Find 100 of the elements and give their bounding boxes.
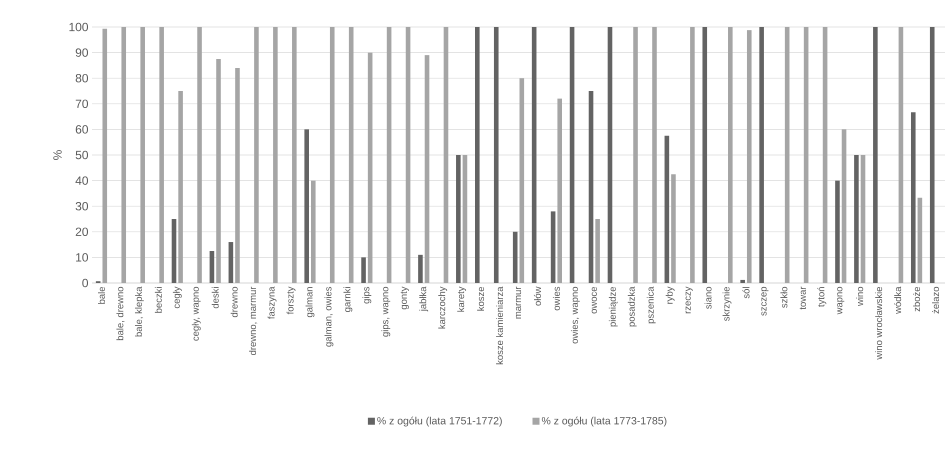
bar: [361, 257, 366, 283]
y-tick-label: 50: [76, 150, 88, 160]
bar: [254, 26, 259, 283]
bar: [159, 26, 164, 283]
bar: [671, 174, 676, 283]
x-tick-label: karczochy: [438, 286, 448, 328]
x-tick-label: galman: [306, 287, 314, 318]
bar: [930, 26, 935, 283]
bar: [557, 98, 562, 283]
bar: [822, 26, 828, 283]
y-axis-title: %: [53, 150, 62, 160]
bar: [860, 154, 866, 283]
bar: [140, 26, 145, 283]
x-tick-label: szczep: [761, 286, 768, 316]
y-tick-label: 70: [76, 100, 88, 108]
bar: [835, 180, 840, 283]
bar: [330, 26, 335, 283]
x-tick-label: pieniądze: [608, 286, 618, 326]
x-tick-label: towar: [800, 286, 806, 310]
bar: [368, 52, 372, 283]
bar: [178, 90, 183, 283]
bar: [608, 26, 612, 283]
x-tick-label: wino wrocławskie: [875, 286, 882, 360]
x-tick-label: pszenica: [646, 286, 656, 324]
x-tick-label: garnki: [343, 287, 352, 312]
bar: [570, 26, 574, 283]
bar: [216, 58, 221, 283]
bar: [633, 26, 638, 283]
legend-label: % z ogółu (lata 1773-1785): [542, 416, 666, 427]
bar: [588, 90, 594, 283]
x-tick-label: karety: [457, 286, 466, 312]
bar: [804, 26, 808, 283]
bar: [386, 26, 392, 283]
bar: [102, 28, 108, 283]
bar: [842, 129, 846, 283]
y-tick-label: 60: [76, 125, 88, 134]
x-tick-label: bale, klepka: [134, 286, 144, 336]
bar: [444, 26, 448, 283]
x-tick-label: deski: [212, 287, 219, 308]
bar: [210, 251, 214, 283]
x-tick-label: bale: [98, 286, 105, 304]
x-tick-label: gips, wapno: [381, 286, 390, 337]
bar: [235, 68, 240, 283]
bar: [121, 26, 126, 283]
x-tick-label: posadzka: [628, 286, 637, 326]
legend-label: % z ogółu (lata 1751-1772): [377, 416, 502, 427]
bar: [690, 26, 695, 283]
x-tick-label: bale, drewno: [116, 286, 124, 340]
x-tick-label: tytoń: [817, 287, 826, 307]
bar: [759, 26, 764, 283]
x-tick-label: drewno, marmur: [249, 286, 258, 356]
x-tick-label: ołów: [534, 286, 541, 306]
bar: [746, 30, 752, 283]
bar: [292, 26, 297, 283]
x-tick-label: rzeczy: [686, 286, 693, 314]
y-tick-label: 10: [76, 253, 88, 262]
bar: [873, 26, 878, 283]
x-tick-label: kosze kamieniarza: [496, 286, 504, 364]
bar: [424, 55, 430, 283]
x-tick-label: wódka: [894, 286, 902, 314]
bar: [910, 112, 916, 283]
bar: [348, 26, 354, 283]
bar: [310, 180, 316, 283]
bar: [918, 198, 922, 283]
bar: [740, 280, 745, 283]
bar: [854, 154, 859, 283]
x-tick-label: kosze: [477, 286, 484, 311]
bar: [197, 26, 202, 283]
x-tick-label: owoce: [592, 286, 597, 314]
bar: [418, 254, 423, 283]
bar: [728, 26, 733, 283]
x-tick-label: owies: [552, 286, 560, 310]
x-tick-label: wapno: [837, 286, 844, 314]
bar: [456, 154, 461, 283]
x-tick-label: zboże: [913, 286, 920, 312]
y-tick-label: 20: [76, 228, 88, 236]
x-tick-label: marmur: [516, 286, 522, 318]
y-tick-label: 100: [69, 22, 88, 32]
bar: [273, 26, 278, 283]
x-tick-label: gonty: [400, 286, 409, 310]
x-tick-label: owies, wapno: [570, 286, 580, 344]
x-tick-label: skrzynie: [722, 286, 732, 321]
x-tick-label: żelazo: [932, 286, 940, 314]
y-tick-label: 40: [75, 176, 88, 185]
bar: [172, 219, 176, 283]
bar: [702, 26, 708, 283]
y-tick-label: 80: [76, 74, 88, 82]
x-tick-label: ryby: [666, 286, 675, 304]
bar: [520, 78, 524, 283]
bar: [550, 211, 556, 283]
y-tick-label: 30: [76, 202, 88, 210]
x-tick-label: szkło: [780, 286, 788, 308]
x-tick-label: forszty: [286, 286, 296, 314]
x-tick-label: cegły: [172, 286, 182, 308]
bar: [652, 26, 657, 283]
bar: [474, 26, 480, 283]
y-tick-label: 90: [76, 48, 88, 57]
x-tick-label: wino: [856, 286, 864, 306]
x-tick-label: beczki: [154, 287, 162, 313]
bar: [532, 26, 536, 283]
